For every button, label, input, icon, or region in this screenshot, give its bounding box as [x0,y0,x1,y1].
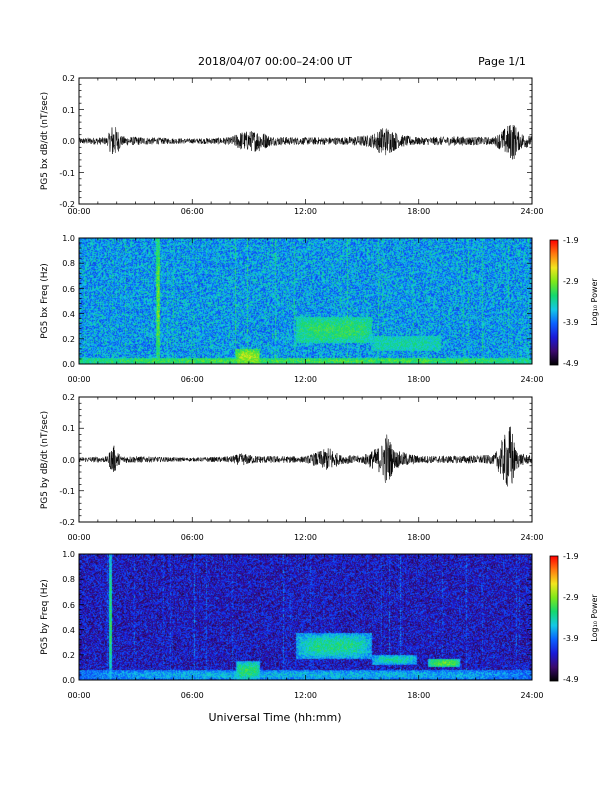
x-tick-label: 06:00 [181,691,204,700]
colorbar-frame [549,555,559,682]
x-tick-label: 06:00 [181,207,204,216]
y-tick-label: 1.0 [62,550,75,559]
y-tick-label: 0.2 [62,393,75,402]
x-tick-label: 18:00 [407,533,430,542]
x-tick-label: 00:00 [67,207,90,216]
colorbar-label: Log₁₀ Power [590,278,599,326]
date-range-title: 2018/04/07 00:00–24:00 UT [198,55,352,68]
x-tick-label: 18:00 [407,207,430,216]
spectrogram-bx [79,238,532,364]
y-tick-label: 0.2 [62,74,75,83]
x-tick-label: 24:00 [520,691,543,700]
colorbar-tick-label: -1.9 [563,236,579,245]
colorbar-tick-label: -3.9 [563,318,579,327]
x-tick-label: 12:00 [294,207,317,216]
y-tick-label: 0.4 [62,626,75,635]
waveform-trace [78,125,533,160]
x-tick-label: 12:00 [294,533,317,542]
y-axis-label: PG5 bx Freq (Hz) [40,263,50,339]
panel-by-spectrogram: PG5 by Freq (Hz) 00:00 06:00 12:00 18:00… [40,550,599,700]
x-tick-label: 18:00 [407,691,430,700]
colorbar-tick-label: -4.9 [563,675,579,684]
x-tick-label: 00:00 [67,533,90,542]
y-tick-label: 0.4 [62,310,75,319]
colorbar-by [550,556,558,681]
colorbar-frame [549,239,559,366]
y-tick-label: 0.8 [62,259,75,268]
x-tick-label: 18:00 [407,375,430,384]
y-tick-label: 0.6 [62,601,75,610]
x-tick-label: 24:00 [520,375,543,384]
x-tick-label: 00:00 [67,375,90,384]
colorbar-label: Log₁₀ Power [590,594,599,642]
y-tick-label: -0.1 [59,169,75,178]
x-tick-label: 12:00 [294,691,317,700]
y-tick-label: 0.2 [62,651,75,660]
y-tick-label: -0.2 [59,200,75,209]
waveform-trace [78,426,533,487]
x-tick-label: 06:00 [181,375,204,384]
y-tick-label: 0.6 [62,285,75,294]
y-tick-label: 0.0 [62,676,75,685]
x-tick-label: 12:00 [294,375,317,384]
colorbar-tick-label: -4.9 [563,359,579,368]
x-tick-label: 24:00 [520,533,543,542]
y-tick-label: 0.0 [62,360,75,369]
panel-bx-spectrogram: PG5 bx Freq (Hz) 00:00 06:00 12:00 18:00… [40,234,599,384]
y-tick-label: 0.1 [62,106,75,115]
y-tick-label: -0.2 [59,518,75,527]
spectrogram-by [79,554,532,680]
waveform-bx [78,125,533,160]
y-tick-label: 0.1 [62,424,75,433]
x-tick-label: 24:00 [520,207,543,216]
colorbar-tick-label: -1.9 [563,552,579,561]
colorbar-tick-label: -2.9 [563,277,579,286]
panel-by-dbdt: PG5 by dB/dt (nT/sec) 00:00 06:00 12:00 … [40,393,544,542]
colorbar-bx [550,240,558,365]
y-tick-label: 0.8 [62,575,75,584]
waveform-by [78,426,533,487]
colorbar-tick-label: -3.9 [563,634,579,643]
y-axis-label: PG5 by dB/dt (nT/sec) [40,411,50,509]
x-tick-label: 00:00 [67,691,90,700]
panel-bx-dbdt: PG5 bx dB/dt (nT/sec) 00:00 06:00 12:00 … [40,74,544,216]
x-tick-label: 06:00 [181,533,204,542]
x-axis-title: Universal Time (hh:mm) [209,711,342,724]
y-tick-label: 0.2 [62,335,75,344]
y-tick-label: 0.0 [62,137,75,146]
page-number: Page 1/1 [478,55,526,68]
y-tick-label: 1.0 [62,234,75,243]
colorbar-tick-label: -2.9 [563,593,579,602]
y-tick-label: 0.0 [62,456,75,465]
y-axis-label: PG5 bx dB/dt (nT/sec) [40,92,50,190]
y-axis-label: PG5 by Freq (Hz) [40,579,50,655]
y-tick-label: -0.1 [59,487,75,496]
